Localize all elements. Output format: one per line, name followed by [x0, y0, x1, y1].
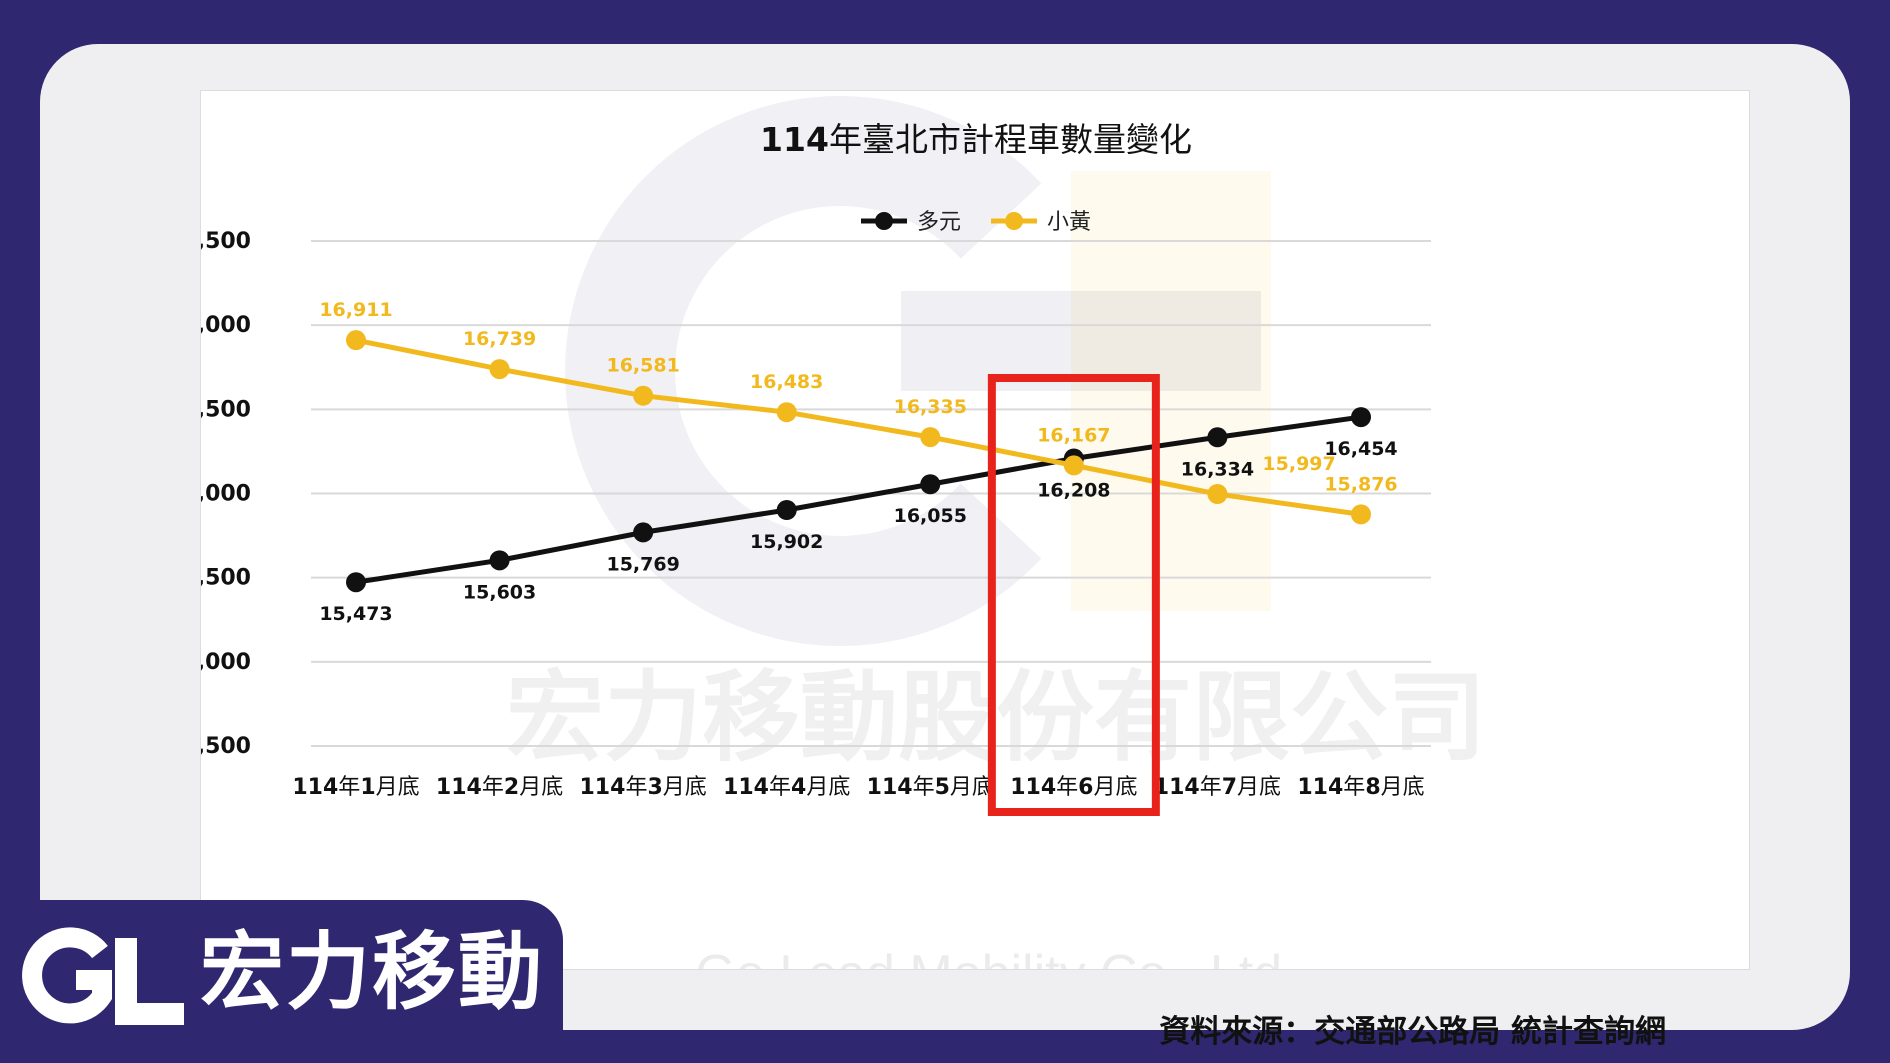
series-layer	[346, 330, 1371, 593]
data-label-xiaohuang: 15,876	[1324, 473, 1397, 495]
x-tick-label: 114年8月底	[1297, 775, 1424, 800]
y-tick-label: 16,500	[201, 397, 251, 422]
data-label-xiaohuang: 16,167	[1037, 424, 1110, 446]
chart-title-text: 年臺北市計程車數量變化	[829, 120, 1192, 159]
data-label-duoyuan: 16,454	[1324, 438, 1397, 460]
y-axis-tick-labels: 17,500 17,000 16,500 16,000 15,500 15,000 14,5…	[201, 229, 251, 759]
legend-marker-duoyuan	[875, 212, 893, 230]
data-label-duoyuan: 16,055	[894, 505, 967, 527]
data-label-duoyuan: 15,902	[750, 531, 823, 553]
gl-logo-icon	[22, 927, 184, 1025]
data-point-duoyuan	[920, 474, 941, 495]
data-point-xiaohuang	[1063, 455, 1084, 476]
data-label-xiaohuang: 16,739	[463, 328, 536, 350]
data-label-xiaohuang: 16,911	[319, 299, 392, 321]
y-tick-label: 17,000	[201, 313, 251, 338]
x-tick-label: 114年3月底	[580, 775, 707, 800]
legend-marker-xiaohuang	[1005, 212, 1023, 230]
data-label-duoyuan: 15,603	[463, 581, 536, 603]
y-tick-label: 16,000	[201, 482, 251, 507]
y-tick-label: 14,500	[201, 734, 251, 759]
y-tick-label: 15,500	[201, 566, 251, 591]
watermark-logo	[565, 96, 1261, 646]
chart-title: 114年臺北市計程車數量變化	[760, 120, 1192, 159]
x-tick-label: 114年2月底	[436, 775, 563, 800]
data-point-duoyuan	[489, 550, 510, 571]
x-axis-tick-labels: 114年1月底 114年2月底 114年3月底 114年4月底 114年5月底 114年6…	[292, 775, 1424, 800]
data-label-xiaohuang: 15,997	[1262, 453, 1335, 475]
x-tick-label: 114年6月底	[1010, 775, 1137, 800]
legend-label-duoyuan: 多元	[917, 210, 961, 235]
x-tick-label: 114年4月底	[723, 775, 850, 800]
data-label-xiaohuang: 16,581	[606, 355, 679, 377]
brand-logo-block: 宏力移動	[0, 900, 563, 1063]
data-point-xiaohuang	[776, 402, 797, 423]
chart-panel: 宏力移動股份有限公司 Go Lead Mobility Co., Ltd. 11…	[200, 90, 1750, 970]
data-point-duoyuan	[633, 522, 654, 543]
x-tick-label: 114年7月底	[1154, 775, 1281, 800]
data-label-xiaohuang: 16,335	[894, 396, 967, 418]
data-label-xiaohuang: 16,483	[750, 371, 823, 393]
data-point-xiaohuang	[346, 330, 366, 351]
chart-title-prefix: 114	[760, 120, 829, 159]
watermark-english-text: Go Lead Mobility Co., Ltd.	[695, 945, 1296, 969]
data-point-xiaohuang	[920, 427, 941, 448]
data-point-xiaohuang	[633, 385, 654, 406]
highlight-box	[987, 374, 1160, 816]
series-line-xiaohuang	[355, 337, 1362, 517]
y-tick-label: 15,000	[201, 650, 251, 675]
source-note: 資料來源：交通部公路局 統計查詢網	[1159, 1014, 1666, 1050]
data-point-xiaohuang	[489, 359, 510, 380]
legend-label-xiaohuang: 小黃	[1047, 210, 1091, 235]
data-label-duoyuan: 16,208	[1037, 479, 1110, 501]
series-line-duoyuan	[355, 414, 1362, 585]
chart-legend: 多元 小黃	[861, 210, 1091, 235]
watermark-company-text: 宏力移動股份有限公司	[506, 660, 1486, 775]
data-point-xiaohuang	[1351, 504, 1371, 525]
x-tick-label: 114年1月底	[292, 775, 419, 800]
data-label-duoyuan: 15,473	[319, 603, 392, 625]
grid-lines	[311, 240, 1431, 747]
data-point-duoyuan	[346, 572, 366, 593]
content-card: 宏力移動股份有限公司 Go Lead Mobility Co., Ltd. 11…	[40, 44, 1850, 1050]
data-label-duoyuan: 15,769	[606, 553, 679, 575]
data-point-duoyuan	[1351, 407, 1371, 428]
data-point-duoyuan	[776, 499, 797, 520]
y-tick-label: 17,500	[201, 229, 251, 254]
x-tick-label: 114年5月底	[867, 775, 994, 800]
data-point-duoyuan	[1207, 427, 1228, 448]
brand-name: 宏力移動	[200, 922, 545, 1021]
line-chart: 宏力移動股份有限公司 Go Lead Mobility Co., Ltd. 11…	[201, 96, 1486, 969]
data-point-xiaohuang	[1207, 484, 1228, 505]
watermark-yellow-block	[1071, 171, 1271, 611]
data-label-layer: 15,473 15,603 15,769 15,902 16,055 16,208 16,3…	[319, 299, 1397, 625]
data-label-duoyuan: 16,334	[1181, 458, 1254, 480]
